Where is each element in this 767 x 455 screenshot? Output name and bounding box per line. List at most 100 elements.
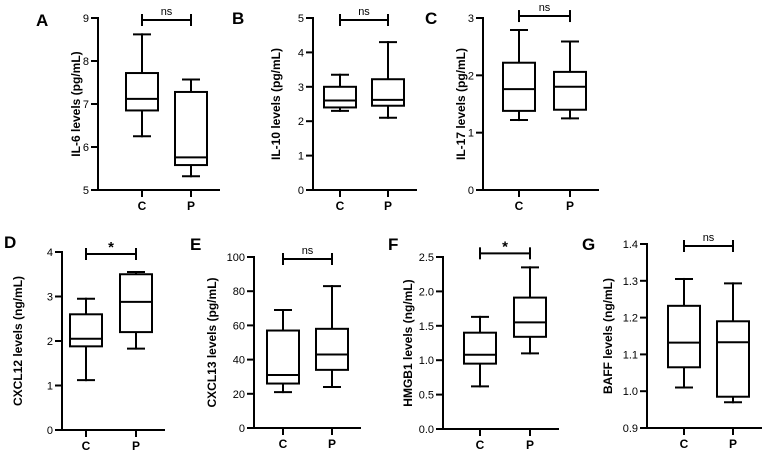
y-axis-label: CXCL12 levels (ng/mL) xyxy=(11,276,25,406)
y-tick-label: 40 xyxy=(233,355,245,367)
y-tick-label: 2 xyxy=(47,336,53,348)
y-tick-label: 1.0 xyxy=(419,355,434,367)
box-iqr xyxy=(174,90,208,167)
box-c xyxy=(667,277,701,389)
y-axis-label: CXCL13 levels (pg/mL) xyxy=(205,277,219,407)
box-c xyxy=(502,29,536,122)
significance-label: * xyxy=(502,238,508,255)
significance-bracket: ns xyxy=(282,245,333,265)
panel-b: B 0 1 2 3 4 5 C P IL-10 levels (pg/mL) ns xyxy=(232,6,417,213)
box-p xyxy=(315,285,349,388)
panel-letter: A xyxy=(36,11,48,30)
y-tick-label: 2 xyxy=(468,70,474,82)
panel-letter: E xyxy=(190,235,201,254)
x-category-label: P xyxy=(328,437,336,451)
box-iqr xyxy=(315,327,349,371)
significance-label: ns xyxy=(358,6,370,18)
y-tick-label: 2.5 xyxy=(419,252,434,264)
y-tick-label: 0 xyxy=(47,425,53,437)
panel-letter: D xyxy=(4,233,16,252)
box-p xyxy=(371,41,405,119)
y-tick-label: 100 xyxy=(227,252,245,264)
panel-letter: G xyxy=(582,235,595,254)
box-iqr xyxy=(502,61,536,112)
y-tick-label: 3 xyxy=(468,13,474,25)
y-tick-label: 3 xyxy=(298,82,304,94)
y-tick-label: 1 xyxy=(298,151,304,163)
y-tick-label: 4 xyxy=(47,247,53,259)
panel-f: F 0.0 0.5 1.0 1.5 2.0 2.5 C P HMGB1 levels (ng/mL… xyxy=(388,235,559,452)
y-tick-label: 8 xyxy=(83,56,89,68)
x-category-label: P xyxy=(526,438,534,452)
y-tick-label: 0.9 xyxy=(623,423,638,435)
box-c xyxy=(323,73,357,112)
x-category-label: C xyxy=(138,199,147,213)
box-c xyxy=(69,297,103,382)
x-category-label: P xyxy=(132,439,140,453)
panel-letter: C xyxy=(425,9,437,28)
x-category-label: P xyxy=(729,437,737,451)
y-tick-label: 1 xyxy=(47,381,53,393)
x-category-label: P xyxy=(187,199,195,213)
x-category-label: C xyxy=(82,439,91,453)
y-tick-label: 80 xyxy=(233,286,245,298)
y-tick-label: 0 xyxy=(239,423,245,435)
box-p xyxy=(174,78,208,178)
panel-a: A 5 6 7 8 9 C P IL-6 levels (pg/mL) ns xyxy=(36,6,220,213)
box-iqr xyxy=(553,70,587,111)
x-category-label: C xyxy=(476,438,485,452)
y-tick-label: 1.4 xyxy=(623,239,638,251)
box-iqr xyxy=(125,72,159,112)
significance-bracket: ns xyxy=(683,232,734,252)
y-tick-label: 5 xyxy=(83,185,89,197)
x-category-label: C xyxy=(336,199,345,213)
significance-bracket: * xyxy=(85,239,137,260)
box-iqr xyxy=(371,78,405,107)
significance-label: ns xyxy=(539,2,551,14)
y-tick-label: 1.0 xyxy=(623,386,638,398)
significance-bracket: ns xyxy=(518,2,571,23)
panel-e: E 0 20 40 60 80 100 C P CXCL13 levels (pg/mL) ns xyxy=(190,235,361,451)
significance-label: ns xyxy=(302,245,314,257)
y-tick-label: 1.1 xyxy=(623,349,638,361)
significance-bracket: ns xyxy=(141,6,192,26)
significance-bracket: ns xyxy=(339,6,389,26)
box-iqr xyxy=(119,273,153,334)
panel-letter: B xyxy=(232,9,244,28)
x-category-label: C xyxy=(680,437,689,451)
y-tick-label: 0.0 xyxy=(419,424,434,436)
y-axis-label: BAFF levels (ng/mL) xyxy=(601,278,615,394)
x-category-label: P xyxy=(384,199,392,213)
y-tick-label: 0.5 xyxy=(419,390,434,402)
y-tick-label: 5 xyxy=(298,13,304,25)
y-axis-label: HMGB1 levels (ng/mL) xyxy=(401,279,415,406)
y-tick-label: 1.2 xyxy=(623,313,638,325)
x-category-label: C xyxy=(515,199,524,213)
x-category-label: C xyxy=(279,437,288,451)
y-tick-label: 60 xyxy=(233,320,245,332)
y-axis-label: IL-17 levels (pg/mL) xyxy=(454,48,468,160)
y-tick-label: 4 xyxy=(298,47,304,59)
box-c xyxy=(125,33,159,138)
y-tick-label: 2 xyxy=(298,116,304,128)
box-iqr xyxy=(69,313,103,348)
significance-label: * xyxy=(108,239,114,256)
box-p xyxy=(119,271,153,350)
panel-g: G 0.9 1.0 1.1 1.2 1.3 1.4 C P BAFF levels (ng/mL)… xyxy=(582,232,762,451)
panel-d: D 0 1 2 3 4 C P CXCL12 levels (ng/mL) * xyxy=(4,233,165,453)
significance-label: ns xyxy=(161,6,173,18)
box-iqr xyxy=(513,296,547,338)
y-tick-label: 7 xyxy=(83,99,89,111)
box-p xyxy=(553,40,587,120)
significance-label: ns xyxy=(703,232,715,244)
box-iqr xyxy=(463,331,497,365)
y-tick-label: 1.3 xyxy=(623,276,638,288)
box-c xyxy=(463,315,497,388)
x-category-label: P xyxy=(566,199,574,213)
box-iqr xyxy=(323,85,357,109)
y-tick-label: 20 xyxy=(233,389,245,401)
y-axis-label: IL-10 levels (pg/mL) xyxy=(269,48,283,160)
y-tick-label: 3 xyxy=(47,292,53,304)
box-c xyxy=(266,309,300,394)
